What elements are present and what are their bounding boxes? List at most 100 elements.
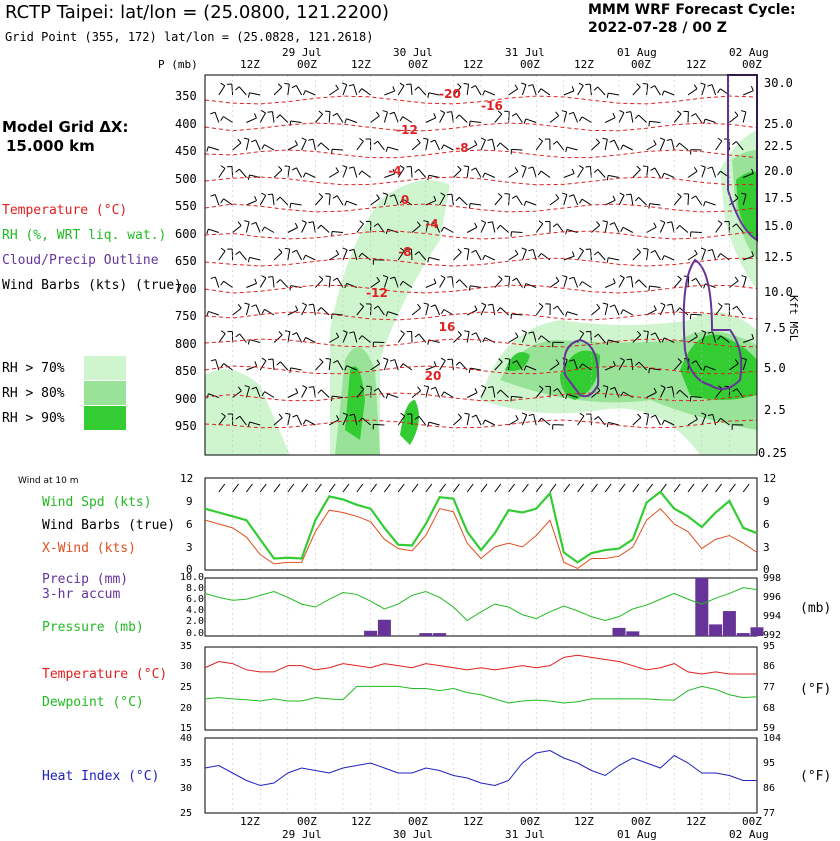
wind-barb-flag	[295, 223, 297, 227]
wind-barb	[288, 414, 290, 425]
wind-barb	[337, 113, 343, 122]
wind-barb-flag	[579, 248, 583, 251]
wind-barb-flag	[400, 331, 404, 334]
wind-barb-flag	[562, 193, 567, 194]
wind-barb-flag	[704, 119, 706, 124]
wind-barb	[485, 420, 495, 425]
wind-barb-flag	[345, 119, 347, 124]
wind-barb	[712, 249, 715, 260]
wind-barb-flag	[221, 364, 224, 368]
wind-barb-flag	[279, 414, 282, 418]
wind-barb	[702, 85, 705, 95]
wind-barb	[426, 139, 428, 150]
wind-barb-flag	[651, 250, 655, 252]
temperature-label: -16	[481, 99, 503, 113]
wind-barb	[246, 118, 256, 122]
wind-barb-flag	[456, 280, 460, 283]
wind-barb-flag	[296, 306, 298, 310]
wind-barb-flag	[643, 84, 648, 85]
wind-barb	[260, 195, 266, 205]
wind-barb-flag	[386, 394, 388, 399]
wind-barb	[302, 305, 307, 315]
wind-barb-flag	[539, 138, 543, 141]
wind-barb	[550, 198, 559, 205]
wind-barb-flag	[661, 303, 665, 305]
wind-barb	[219, 168, 225, 177]
wind-barb-flag	[221, 331, 225, 334]
surface-wind-barb	[495, 484, 501, 492]
wind-barb-flag	[261, 193, 265, 195]
wind-barb-flag	[607, 258, 608, 263]
wind-barb	[591, 308, 599, 315]
wind-barb	[716, 224, 722, 233]
wind-barb	[695, 113, 701, 122]
wind-barb-flag	[383, 358, 388, 360]
wind-barb	[516, 196, 522, 205]
wind-barb-flag	[248, 93, 249, 98]
temperature-label: -4	[388, 164, 401, 178]
wind-barb-flag	[556, 194, 559, 198]
wind-barb	[384, 360, 388, 370]
wind-barb-flag	[284, 83, 289, 84]
wind-barb-flag	[238, 139, 241, 143]
wind-barb	[476, 333, 481, 343]
wind-barb-flag	[718, 138, 722, 141]
wind-barb-flag	[529, 414, 534, 415]
wind-barb	[426, 118, 436, 123]
wind-barb-flag	[277, 115, 281, 119]
wind-barb-flag	[342, 83, 347, 85]
wind-barb	[522, 85, 526, 95]
wind-barb-flag	[430, 140, 434, 142]
wind-barb	[485, 173, 495, 177]
wind-barb-flag	[735, 277, 738, 281]
wind-barb-flag	[539, 303, 543, 306]
wind-barb	[470, 286, 481, 288]
wind-barb-flag	[528, 85, 533, 87]
wind-barb-flag	[610, 140, 614, 142]
wind-barb-flag	[660, 220, 665, 222]
wind-barb	[639, 197, 647, 205]
wind-barb-flag	[667, 139, 672, 140]
wind-barb	[329, 277, 330, 288]
wind-barb-flag	[497, 143, 500, 147]
wind-barb-flag	[718, 254, 721, 258]
wind-barb	[219, 334, 225, 343]
wind-barb	[743, 112, 746, 123]
wind-barb-flag	[700, 83, 705, 85]
lower-panels	[205, 478, 764, 813]
surface-wind-barb	[426, 484, 432, 492]
wind-barb	[564, 194, 567, 205]
wind-barb-flag	[458, 166, 462, 170]
wind-barb-flag	[637, 249, 641, 253]
wind-barb-flag	[464, 413, 469, 414]
surface-wind-barb	[605, 484, 611, 492]
wind-barb	[567, 312, 578, 315]
wind-barb-flag	[566, 229, 567, 234]
wind-barb-flag	[621, 145, 623, 149]
wind-barb-flag	[626, 194, 631, 195]
surface-wind-barb	[260, 484, 266, 492]
wind-barb-flag	[221, 281, 224, 285]
wind-barb-flag	[594, 252, 598, 255]
wind-barb-flag	[359, 89, 362, 93]
surface-wind-barb	[274, 484, 280, 492]
wind-barb	[605, 118, 615, 123]
wind-barb	[534, 414, 537, 425]
wind-barb	[378, 141, 385, 150]
surface-wind-barb	[743, 484, 749, 492]
wind-barb-flag	[295, 140, 297, 144]
wind-barb-flag	[475, 223, 477, 227]
wind-barb	[688, 89, 697, 95]
wind-barb-flag	[349, 84, 354, 85]
wind-barb-flag	[649, 121, 650, 126]
wind-barb	[578, 86, 584, 95]
wind-barb-flag	[603, 303, 608, 304]
wind-barb	[564, 256, 574, 260]
wind-barb	[541, 253, 550, 260]
wind-barb-flag	[511, 396, 512, 401]
wind-barb-flag	[692, 278, 696, 281]
wind-barb-flag	[309, 387, 314, 388]
wind-barb	[696, 196, 702, 205]
wind-barb	[712, 85, 716, 95]
wind-barb-flag	[415, 334, 419, 337]
